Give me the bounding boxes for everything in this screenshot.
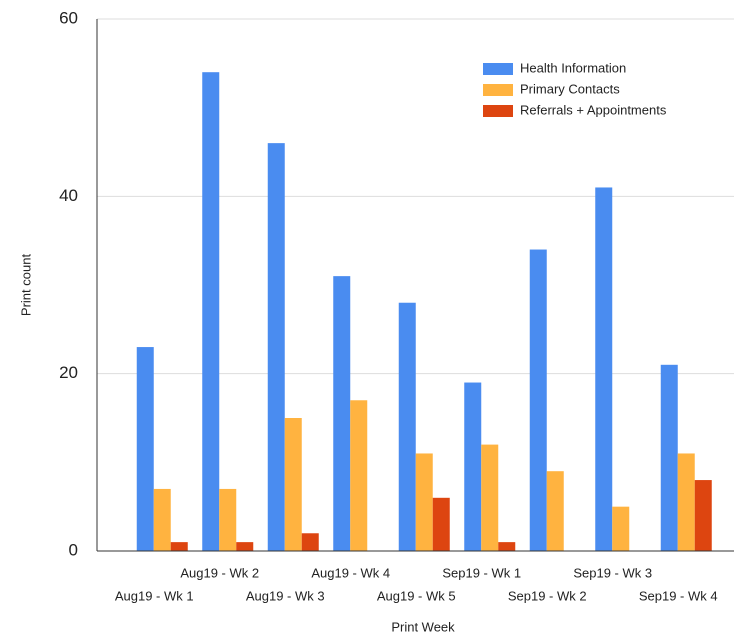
x-tick-label: Sep19 - Wk 1 — [442, 565, 521, 580]
bar — [498, 542, 516, 551]
bar — [481, 444, 499, 551]
legend-swatch — [483, 63, 513, 75]
bar — [153, 488, 171, 551]
bar — [432, 497, 450, 551]
y-tick-label: 0 — [69, 540, 78, 559]
bar — [546, 471, 564, 551]
bar — [267, 143, 285, 551]
x-tick-label: Aug19 - Wk 2 — [180, 565, 259, 580]
bar — [219, 488, 237, 551]
legend-swatch — [483, 105, 513, 117]
y-tick-label: 60 — [59, 8, 78, 27]
bar — [415, 453, 433, 551]
x-tick-label: Sep19 - Wk 2 — [508, 588, 587, 603]
bar — [398, 302, 416, 551]
bar — [301, 533, 319, 551]
bar — [595, 187, 613, 551]
legend-label: Health Information — [520, 60, 626, 75]
bar — [236, 542, 254, 551]
bar — [170, 542, 188, 551]
bar — [202, 72, 220, 551]
bar — [660, 364, 678, 551]
y-axis-label: Print count — [18, 254, 33, 317]
bar — [464, 382, 482, 551]
x-tick-label: Aug19 - Wk 1 — [115, 588, 194, 603]
x-tick-label: Sep19 - Wk 4 — [639, 588, 718, 603]
legend-label: Referrals + Appointments — [520, 102, 667, 117]
bar — [529, 249, 547, 552]
bar — [350, 400, 368, 551]
legend-swatch — [483, 84, 513, 96]
bar — [136, 347, 154, 551]
bar — [333, 276, 351, 551]
x-tick-label: Aug19 - Wk 4 — [311, 565, 390, 580]
bar — [677, 453, 695, 551]
y-tick-label: 20 — [59, 363, 78, 382]
x-axis-label: Print Week — [391, 619, 455, 634]
bar — [612, 506, 630, 551]
x-tick-label: Sep19 - Wk 3 — [573, 565, 652, 580]
x-tick-label: Aug19 - Wk 5 — [377, 588, 456, 603]
y-tick-label: 40 — [59, 186, 78, 205]
x-tick-label: Aug19 - Wk 3 — [246, 588, 325, 603]
bar — [284, 418, 302, 551]
bar — [694, 480, 712, 551]
legend-label: Primary Contacts — [520, 81, 620, 96]
